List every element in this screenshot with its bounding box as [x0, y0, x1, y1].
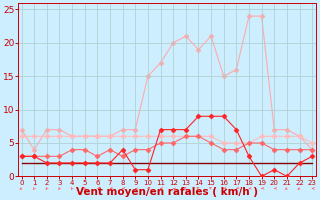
X-axis label: Vent moyen/en rafales ( km/h ): Vent moyen/en rafales ( km/h )	[76, 187, 258, 197]
